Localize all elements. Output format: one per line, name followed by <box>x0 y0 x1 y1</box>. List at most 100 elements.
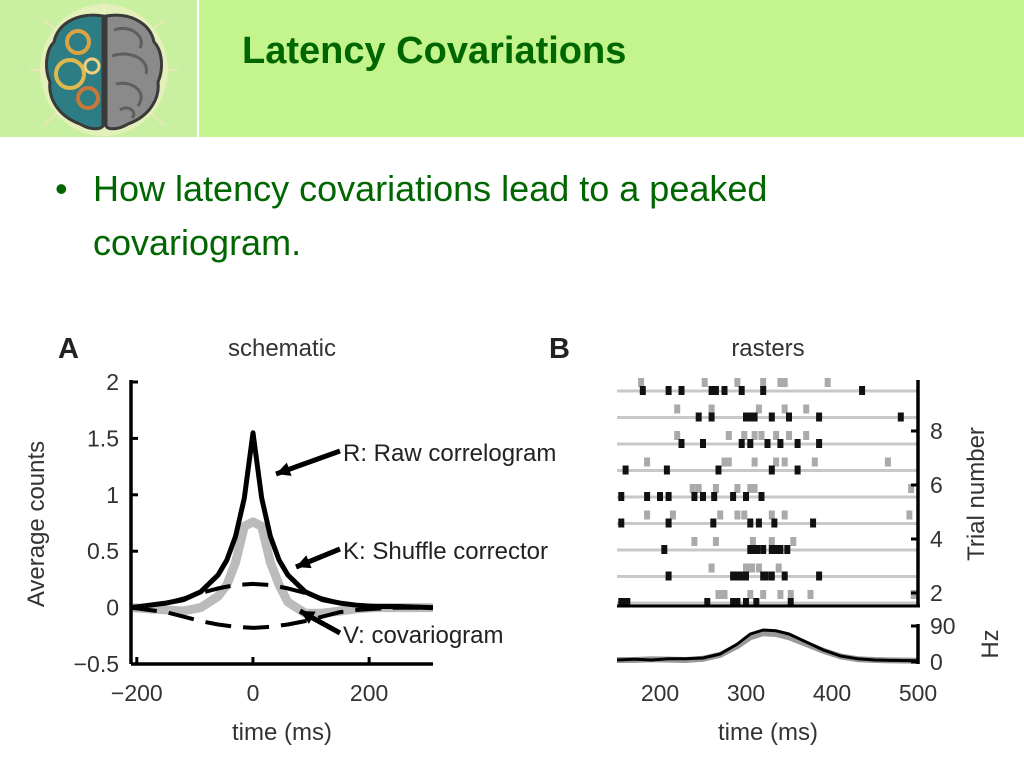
panel-b-rate: 0 90 200 300 400 500 <box>616 613 956 706</box>
panel-b-spike-black <box>816 412 823 422</box>
panel-b-spike-gray <box>755 563 762 573</box>
panel-b-spike-black <box>810 518 817 528</box>
panel-b-spike-gray <box>781 510 788 520</box>
panel-b-spike-gray <box>751 457 758 467</box>
panel-b-spike-black <box>743 571 749 581</box>
panel-b-spike-black <box>644 492 651 501</box>
panel-b-spike-gray <box>803 431 810 440</box>
panel-b-ytick-label: 2 <box>930 580 943 606</box>
panel-a-annotation-arrowhead <box>300 611 316 624</box>
panel-b-spike-black <box>691 492 698 501</box>
panel-b-spike-gray <box>708 404 715 414</box>
panel-b-spike-black <box>751 412 758 422</box>
panel-b-spike-black <box>711 492 718 501</box>
panel-b-spike-gray <box>768 510 775 520</box>
panel-b-spike-black <box>897 412 904 422</box>
panel-b-rate-line <box>617 630 919 664</box>
panel-b-spike-gray <box>674 404 681 414</box>
brain-gears-logo <box>30 2 178 136</box>
panel-b-spike-black <box>768 571 775 581</box>
panel-b-spike-black <box>754 545 761 554</box>
panel-a-ytick-label: −0.5 <box>74 651 119 677</box>
panel-b-spike-black <box>624 598 631 607</box>
panel-b-spike-gray <box>734 378 741 387</box>
panel-b-spike-gray <box>773 431 780 440</box>
panel-b-spike-gray <box>674 431 681 440</box>
panel-b-ytick-label: 8 <box>930 418 943 444</box>
panel-b-spike-gray <box>807 590 814 599</box>
panel-b-spike-gray <box>644 457 651 467</box>
panel-a-series-line <box>130 517 433 618</box>
logo-right-hemisphere <box>104 13 163 131</box>
panel-b-spike-black <box>738 386 745 395</box>
panel-b-spike-black <box>618 518 625 528</box>
panel-a-letter: A <box>58 333 79 365</box>
bullet-dot: • <box>55 168 68 209</box>
panel-b-spike-gray <box>749 563 756 573</box>
panel-b-spike-black <box>747 518 754 528</box>
panel-b-spike-black <box>762 571 769 581</box>
panel-b-spike-black <box>755 518 762 528</box>
panel-b-spike-black <box>708 386 715 395</box>
panel-b-spike-gray <box>715 590 722 599</box>
panel-b-spike-black <box>695 412 702 422</box>
panel-b-spike-black <box>743 412 749 422</box>
panel-b-spike-black <box>743 492 749 501</box>
panel-b-spike-gray <box>803 404 810 414</box>
bullet-list: • How latency covariations lead to a pea… <box>55 162 855 270</box>
panel-b-spike-black <box>794 439 801 448</box>
panel-b-title: rasters <box>731 335 804 362</box>
panel-b-spike-black <box>639 386 646 395</box>
panel-b-spike-gray <box>691 537 698 546</box>
panel-a-annotation-arrowhead <box>276 462 292 476</box>
panel-b-spike-black <box>747 412 754 422</box>
panel-b-spike-black <box>721 386 728 395</box>
panel-b-spike-black <box>710 518 717 528</box>
panel-b-spike-black <box>678 386 685 395</box>
panel-b-spike-gray <box>695 484 702 493</box>
panel-b-spike-black <box>704 598 711 607</box>
panel-b-spike-black <box>760 386 767 395</box>
panel-b-spike-black <box>665 492 672 501</box>
panel-a-xtick-label: −200 <box>111 680 163 706</box>
panel-b-spike-black <box>665 386 672 395</box>
panel-b-letter: B <box>549 333 570 365</box>
panel-b-spike-gray <box>781 457 788 467</box>
panel-a-annotation: R: Raw correlogram <box>343 440 556 467</box>
panel-a-series <box>130 430 434 630</box>
panel-b-spike-black <box>794 465 801 475</box>
panel-a-series-line <box>130 430 434 611</box>
logo-panel <box>0 0 197 137</box>
panel-a-annotation: K: Shuffle corrector <box>343 538 548 565</box>
panel-b-spike-black <box>784 545 791 554</box>
panel-b-xtick-label: 200 <box>641 680 679 706</box>
panel-b-spike-black <box>708 412 715 422</box>
panel-b-spike-black <box>786 412 792 422</box>
panel-b-spike-gray <box>787 590 794 599</box>
logo-gears <box>54 29 101 110</box>
panel-b-spike-black <box>816 571 823 581</box>
panel-b-spike-gray <box>884 457 891 467</box>
panel-b-spike-black <box>777 439 784 448</box>
panel-b-spike-black <box>730 571 737 581</box>
panel-b-spike-gray <box>751 431 758 440</box>
panel-b-spike-gray <box>712 537 719 546</box>
panel-b-rate-ylabel: Hz <box>977 629 1004 658</box>
panel-a-annotation-arrowhead <box>296 555 312 569</box>
panel-a-ytick-label: 0.5 <box>87 538 119 564</box>
panel-b-spike-black <box>771 518 778 528</box>
panel-a-ytick-label: 0 <box>106 595 119 621</box>
panel-b-spike-gray <box>781 404 788 414</box>
panel-b-spike-gray <box>721 590 728 599</box>
panel-b-ylabel: Trial number <box>963 427 990 561</box>
panel-b-spike-gray <box>749 537 756 546</box>
panel-a-ytick-label: 1.5 <box>87 425 119 451</box>
panel-a-ytick-label: 2 <box>106 369 119 395</box>
panel-b-spike-black <box>787 598 794 607</box>
panel-b-spike-black <box>816 439 823 448</box>
logo-brain-folds <box>111 27 148 120</box>
panel-b-spike-gray <box>689 484 696 493</box>
panel-b-spike-black <box>743 598 749 607</box>
panel-b-spike-black <box>753 598 760 607</box>
